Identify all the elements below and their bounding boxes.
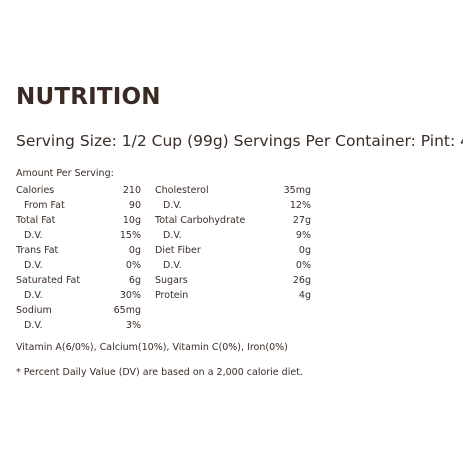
nutrient-label: Cholesterol bbox=[155, 185, 209, 196]
nutrient-label: D.V. bbox=[163, 260, 182, 271]
nutrient-value: 0g bbox=[298, 245, 311, 256]
nutrient-value: 10g bbox=[122, 215, 141, 226]
nutrient-value: 9% bbox=[295, 230, 311, 241]
nutrient-label: D.V. bbox=[24, 260, 43, 271]
daily-value-footnote: * Percent Daily Value (DV) are based on … bbox=[16, 367, 303, 378]
nutrient-value: 6g bbox=[128, 275, 141, 286]
nutrient-label: From Fat bbox=[24, 200, 65, 211]
nutrient-value: 65mg bbox=[113, 305, 141, 316]
nutrient-row: Protein 4g bbox=[155, 288, 311, 303]
vitamins-line: Vitamin A(6/0%), Calcium(10%), Vitamin C… bbox=[16, 342, 288, 353]
nutrient-label: Sugars bbox=[155, 275, 188, 286]
nutrient-value: 0% bbox=[125, 260, 141, 271]
nutrient-row: Cholesterol 35mg bbox=[155, 183, 311, 198]
amount-per-serving-label: Amount Per Serving: bbox=[16, 168, 114, 179]
nutrient-value: 3% bbox=[125, 320, 141, 331]
nutrient-row: D.V. 12% bbox=[155, 198, 311, 213]
nutrient-label: D.V. bbox=[24, 290, 43, 301]
nutrition-title: NUTRITION bbox=[16, 84, 161, 110]
nutrient-label: Protein bbox=[155, 290, 189, 301]
nutrient-row: D.V. 3% bbox=[16, 318, 141, 333]
nutrient-label: Trans Fat bbox=[16, 245, 59, 256]
nutrient-value: 4g bbox=[298, 290, 311, 301]
nutrient-label: Saturated Fat bbox=[16, 275, 81, 286]
serving-info: Serving Size: 1/2 Cup (99g) Servings Per… bbox=[16, 132, 463, 150]
nutrient-row: D.V. 0% bbox=[16, 258, 141, 273]
nutrient-row: D.V. 9% bbox=[155, 228, 311, 243]
nutrient-label: Total Fat bbox=[16, 215, 56, 226]
nutrient-value: 27g bbox=[292, 215, 311, 226]
nutrient-row: D.V. 30% bbox=[16, 288, 141, 303]
nutrient-label: D.V. bbox=[163, 200, 182, 211]
nutrient-row: Saturated Fat 6g bbox=[16, 273, 141, 288]
nutrient-label: D.V. bbox=[24, 230, 43, 241]
nutrient-row: Sodium 65mg bbox=[16, 303, 141, 318]
nutrient-value: 15% bbox=[119, 230, 141, 241]
nutrient-label: D.V. bbox=[24, 320, 43, 331]
nutrient-value: 210 bbox=[122, 185, 141, 196]
nutrient-value: 26g bbox=[292, 275, 311, 286]
nutrient-label: Total Carbohydrate bbox=[155, 215, 246, 226]
nutrient-row: Calories 210 bbox=[16, 183, 141, 198]
nutrient-row: From Fat 90 bbox=[16, 198, 141, 213]
nutrient-value: 12% bbox=[289, 200, 311, 211]
nutrient-value: 90 bbox=[128, 200, 141, 211]
nutrient-row: D.V. 0% bbox=[155, 258, 311, 273]
nutrient-row: Sugars 26g bbox=[155, 273, 311, 288]
nutrient-row: Total Carbohydrate 27g bbox=[155, 213, 311, 228]
nutrient-label: Calories bbox=[16, 185, 55, 196]
nutrient-label: D.V. bbox=[163, 230, 182, 241]
nutrient-label: Diet Fiber bbox=[155, 245, 201, 256]
nutrient-row: Trans Fat 0g bbox=[16, 243, 141, 258]
nutrient-value: 0% bbox=[295, 260, 311, 271]
nutrient-row: D.V. 15% bbox=[16, 228, 141, 243]
nutrient-row: Diet Fiber 0g bbox=[155, 243, 311, 258]
nutrient-value: 35mg bbox=[283, 185, 311, 196]
nutrient-value: 30% bbox=[119, 290, 141, 301]
nutrient-label: Sodium bbox=[16, 305, 52, 316]
nutrient-row: Total Fat 10g bbox=[16, 213, 141, 228]
nutrient-value: 0g bbox=[128, 245, 141, 256]
